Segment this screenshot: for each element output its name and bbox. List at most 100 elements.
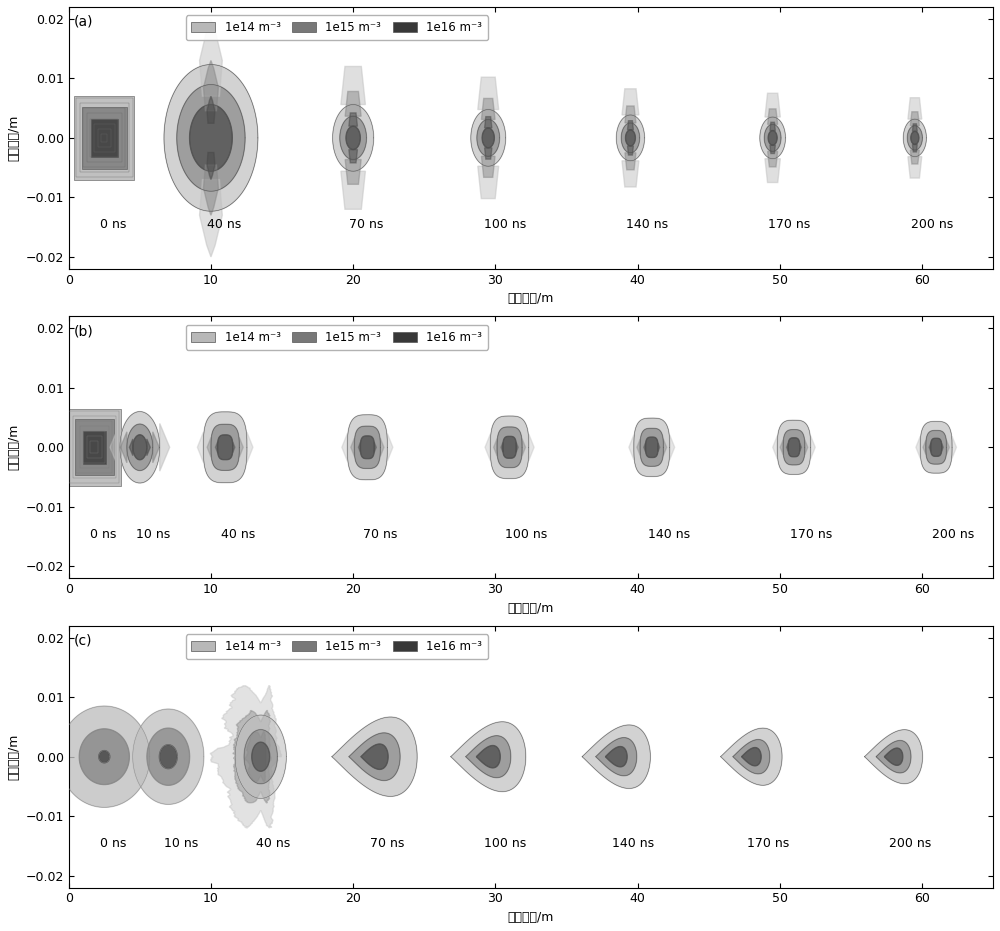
Polygon shape <box>627 121 633 129</box>
Text: 200 ns: 200 ns <box>911 218 953 231</box>
Polygon shape <box>207 153 215 180</box>
Polygon shape <box>596 737 637 776</box>
Polygon shape <box>482 128 494 148</box>
X-axis label: 传输距离/m: 传输距离/m <box>508 911 554 924</box>
Legend: 1e14 m⁻³, 1e15 m⁻³, 1e16 m⁻³: 1e14 m⁻³, 1e15 m⁻³, 1e16 m⁻³ <box>186 634 488 659</box>
Text: 70 ns: 70 ns <box>370 837 405 850</box>
Polygon shape <box>800 443 801 452</box>
Polygon shape <box>478 167 499 198</box>
Polygon shape <box>332 717 417 796</box>
Polygon shape <box>616 115 645 161</box>
Polygon shape <box>190 104 232 171</box>
Polygon shape <box>200 19 222 96</box>
Polygon shape <box>637 439 640 455</box>
Polygon shape <box>910 112 919 126</box>
Polygon shape <box>911 131 919 144</box>
Polygon shape <box>351 439 354 456</box>
Polygon shape <box>477 119 500 156</box>
Polygon shape <box>783 430 805 465</box>
Polygon shape <box>765 93 780 117</box>
Polygon shape <box>345 91 361 116</box>
Polygon shape <box>764 125 781 152</box>
Polygon shape <box>207 438 211 457</box>
Bar <box>82 107 127 169</box>
Polygon shape <box>120 412 160 483</box>
Polygon shape <box>645 437 658 457</box>
Polygon shape <box>770 145 775 154</box>
Text: 140 ns: 140 ns <box>648 528 690 541</box>
Bar <box>80 426 109 468</box>
Polygon shape <box>244 730 277 784</box>
Polygon shape <box>200 180 222 257</box>
Polygon shape <box>497 427 522 467</box>
Y-axis label: 横向展宽/m: 横向展宽/m <box>7 115 20 161</box>
Text: 40 ns: 40 ns <box>256 837 291 850</box>
Polygon shape <box>346 127 360 150</box>
Text: 200 ns: 200 ns <box>889 837 931 850</box>
Text: 170 ns: 170 ns <box>790 528 832 541</box>
Polygon shape <box>207 96 215 123</box>
Polygon shape <box>627 146 633 155</box>
Bar <box>75 420 114 475</box>
Polygon shape <box>884 749 903 765</box>
Polygon shape <box>204 165 218 215</box>
Polygon shape <box>768 130 777 145</box>
Text: 40 ns: 40 ns <box>207 218 241 231</box>
Polygon shape <box>99 750 110 762</box>
Polygon shape <box>349 733 400 780</box>
Polygon shape <box>622 161 639 187</box>
Bar <box>80 103 129 172</box>
Polygon shape <box>912 124 917 131</box>
Text: 100 ns: 100 ns <box>484 837 526 850</box>
Polygon shape <box>946 440 949 454</box>
Polygon shape <box>605 747 627 767</box>
Polygon shape <box>907 126 922 150</box>
Bar <box>83 108 125 168</box>
Polygon shape <box>903 119 926 156</box>
Text: 100 ns: 100 ns <box>484 218 526 231</box>
Polygon shape <box>160 424 170 471</box>
Bar <box>76 99 133 178</box>
Bar <box>91 119 118 156</box>
Polygon shape <box>380 439 384 456</box>
Polygon shape <box>741 748 761 766</box>
Polygon shape <box>354 426 380 468</box>
Polygon shape <box>476 746 500 768</box>
Text: 0 ns: 0 ns <box>90 528 116 541</box>
Text: 70 ns: 70 ns <box>363 528 397 541</box>
Bar <box>83 431 105 463</box>
Polygon shape <box>340 116 366 159</box>
Polygon shape <box>916 437 920 458</box>
Polygon shape <box>345 159 361 184</box>
Polygon shape <box>490 416 529 479</box>
Text: 140 ns: 140 ns <box>612 837 654 850</box>
Polygon shape <box>245 732 266 781</box>
Bar <box>94 124 115 152</box>
Polygon shape <box>451 722 526 791</box>
Polygon shape <box>634 418 670 477</box>
Polygon shape <box>159 745 177 769</box>
Text: 100 ns: 100 ns <box>505 528 548 541</box>
Polygon shape <box>247 432 253 463</box>
Polygon shape <box>529 434 534 461</box>
Text: 40 ns: 40 ns <box>221 528 255 541</box>
Text: 70 ns: 70 ns <box>349 218 383 231</box>
Polygon shape <box>110 424 120 471</box>
Text: 10 ns: 10 ns <box>136 528 170 541</box>
Polygon shape <box>387 433 393 461</box>
Polygon shape <box>920 422 952 473</box>
Bar <box>76 422 112 473</box>
Polygon shape <box>908 98 922 119</box>
Polygon shape <box>341 66 365 104</box>
Text: 170 ns: 170 ns <box>747 837 789 850</box>
Polygon shape <box>485 434 490 461</box>
Polygon shape <box>349 113 357 127</box>
X-axis label: 传输距离/m: 传输距离/m <box>508 292 554 305</box>
Legend: 1e14 m⁻³, 1e15 m⁻³, 1e16 m⁻³: 1e14 m⁻³, 1e15 m⁻³, 1e16 m⁻³ <box>186 16 488 40</box>
Bar <box>87 114 122 162</box>
Bar <box>87 437 102 458</box>
Polygon shape <box>931 439 942 456</box>
Polygon shape <box>721 728 782 785</box>
Polygon shape <box>133 435 147 460</box>
Polygon shape <box>333 104 374 171</box>
